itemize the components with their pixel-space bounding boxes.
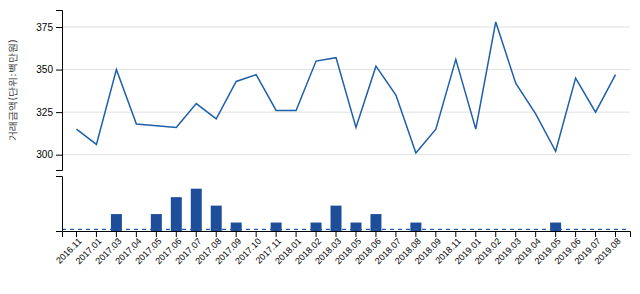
bar (490, 231, 501, 232)
reference-line (62, 229, 630, 230)
bar (331, 206, 342, 231)
bar (131, 231, 142, 232)
bar (450, 231, 461, 232)
grid-line (62, 112, 630, 113)
tick: 325 (36, 107, 62, 118)
bar (211, 206, 222, 231)
bar (590, 231, 601, 232)
grid-line (62, 69, 630, 70)
bar (370, 214, 381, 231)
chart: 300 325 350 375 거래금액(단위:백만원) 2016.112017.0120… (0, 0, 640, 294)
bar (510, 231, 521, 232)
bar (291, 231, 302, 232)
y-axis (56, 177, 63, 232)
tick-mark (56, 70, 62, 71)
x-axis: 2016.112017.012017.032017.042017.052017.… (54, 231, 630, 266)
axis-domain (63, 232, 631, 238)
y-axis-title: 거래금액(단위:백만원) (7, 39, 18, 140)
tick-label: 300 (36, 149, 53, 160)
bar (570, 231, 581, 232)
axis-domain (56, 11, 63, 171)
tick: 375 (36, 22, 62, 33)
grid-line (62, 154, 630, 155)
bar (111, 214, 122, 231)
bar (91, 231, 102, 232)
bar-panel: 2016.112017.012017.032017.042017.052017.… (54, 177, 630, 267)
bar (151, 214, 162, 231)
line-panel: 300 325 350 375 거래금액(단위:백만원) (7, 11, 630, 171)
bar (610, 231, 621, 232)
axis-domain (56, 177, 63, 232)
bar (430, 231, 441, 232)
bar (71, 231, 82, 232)
tick-label: 350 (36, 64, 53, 75)
plot-area (76, 22, 615, 153)
tick-label: 375 (36, 22, 53, 33)
tick: 350 (36, 64, 62, 75)
y-axis: 300 325 350 375 (36, 11, 62, 171)
bar (171, 197, 182, 231)
bar (530, 231, 541, 232)
bar (251, 231, 262, 232)
bar (191, 189, 202, 231)
tick: 300 (36, 149, 62, 160)
line (76, 22, 615, 153)
tick-label: 2019.08 (593, 236, 623, 266)
tick-mark (56, 112, 62, 113)
plot-area (62, 189, 630, 231)
tick-mark (56, 27, 62, 28)
tick-label: 325 (36, 107, 53, 118)
tick: 2019.08 (593, 231, 623, 266)
bar (470, 231, 481, 232)
tick-mark (56, 155, 62, 156)
bar (390, 231, 401, 232)
grid-line (62, 27, 630, 28)
